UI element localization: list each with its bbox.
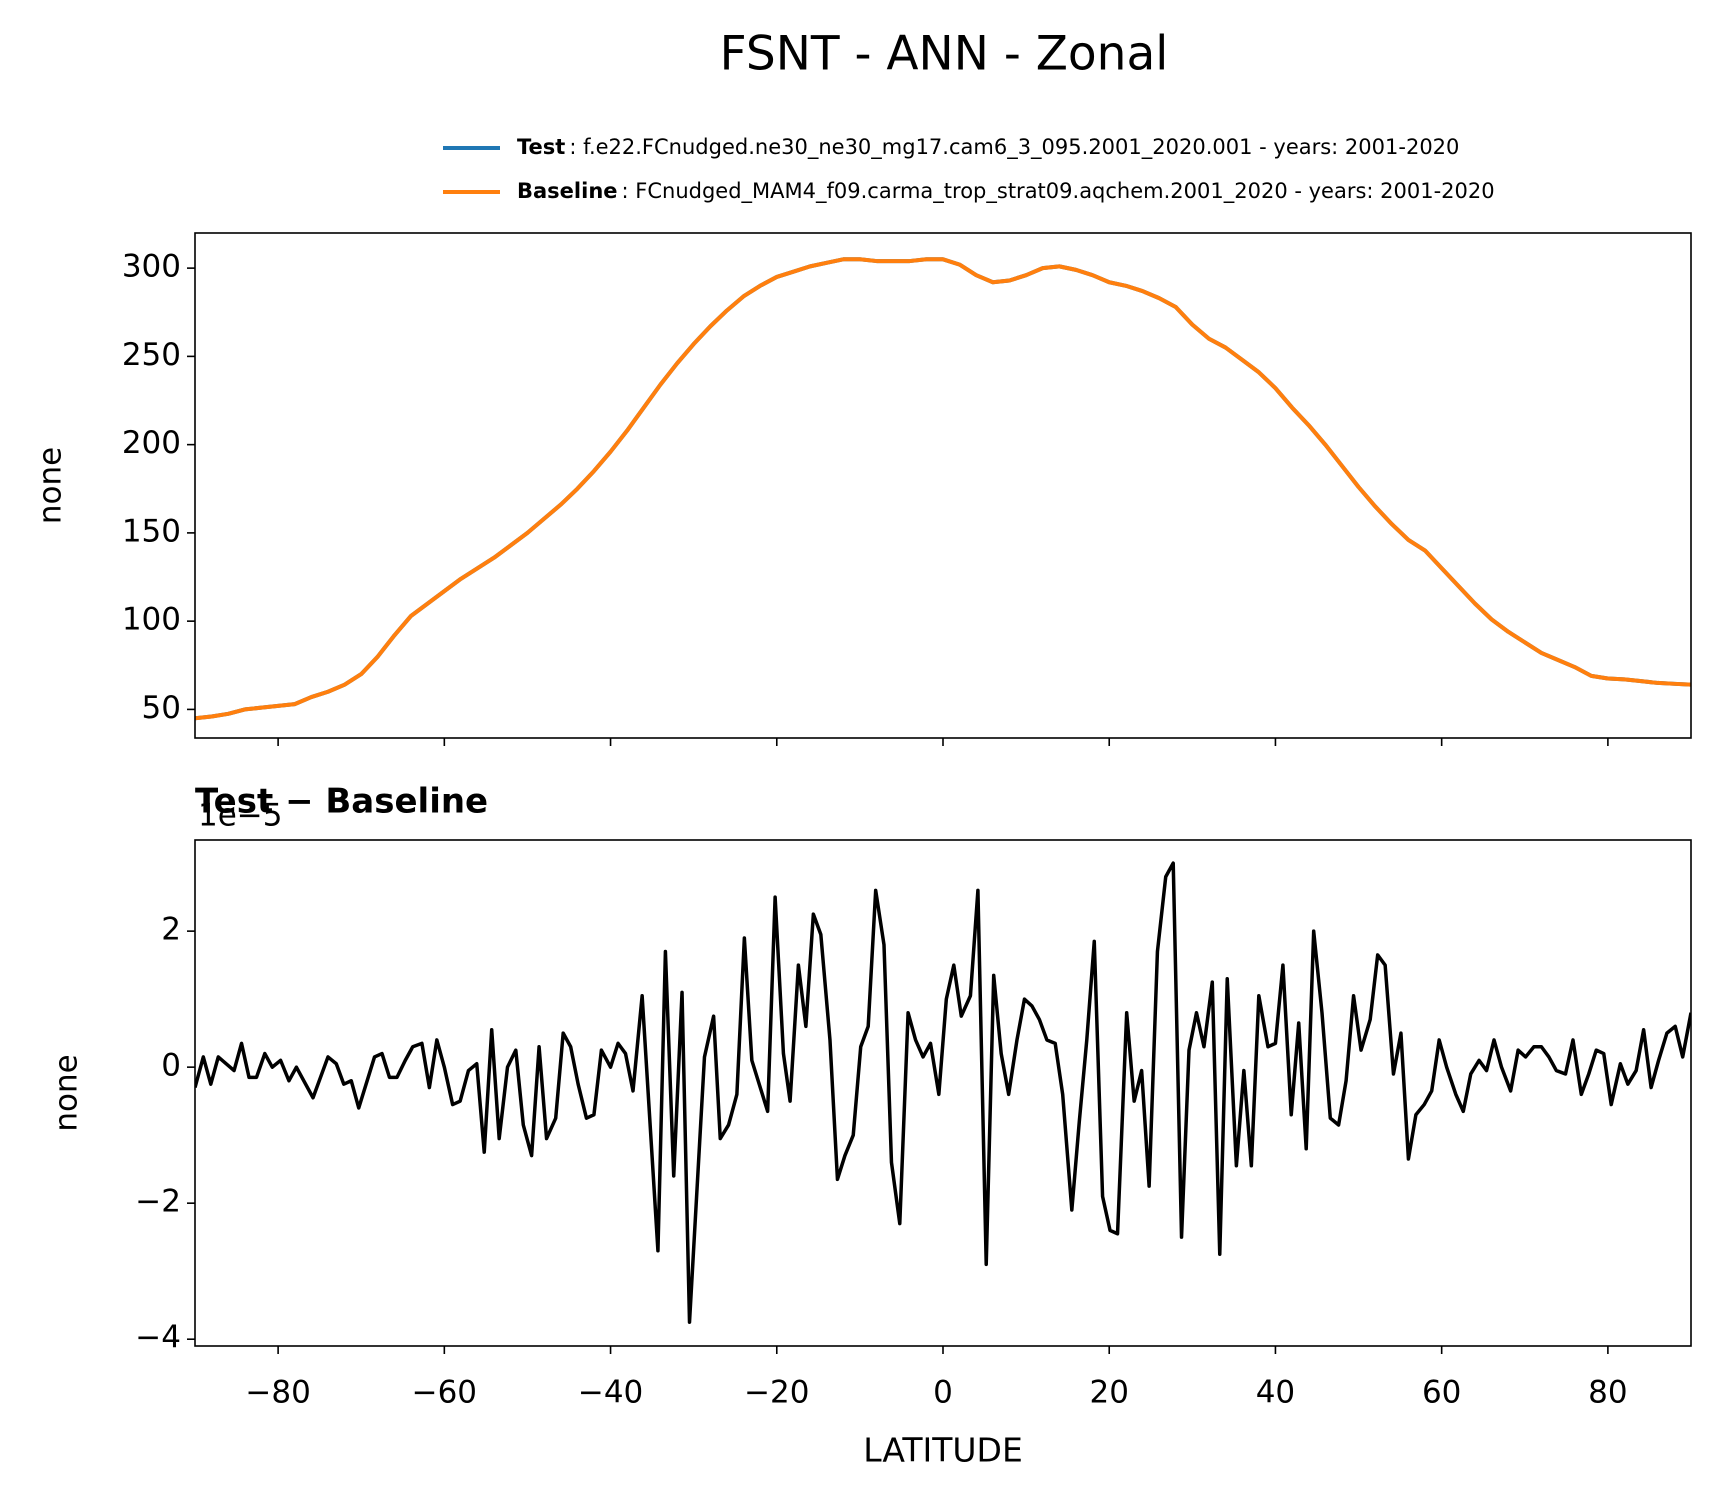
axes-frame bbox=[194, 839, 1692, 1347]
y-tick-label: 200 bbox=[122, 425, 181, 461]
offset-label: 1e−5 bbox=[198, 798, 283, 834]
series-line bbox=[195, 861, 1691, 1324]
series-line bbox=[195, 257, 1691, 721]
legend-name: Test bbox=[517, 135, 565, 159]
y-tick-label: 250 bbox=[122, 337, 181, 373]
y-tick-label: −2 bbox=[135, 1184, 181, 1220]
x-axis-label: LATITUDE bbox=[863, 1431, 1023, 1470]
y-tick-label: 300 bbox=[122, 249, 181, 285]
x-tick-label: 80 bbox=[1588, 1375, 1627, 1411]
legend-entry: Baseline: FCnudged_MAM4_f09.carma_trop_s… bbox=[517, 179, 1495, 204]
figure-title: FSNT - ANN - Zonal bbox=[720, 27, 1169, 82]
legend-entry: Test: f.e22.FCnudged.ne30_ne30_mg17.cam6… bbox=[517, 135, 1459, 160]
x-tick-label: 40 bbox=[1256, 1375, 1295, 1411]
y-tick-label: 150 bbox=[122, 513, 181, 549]
series-line bbox=[195, 257, 1691, 721]
y-tick-label: 100 bbox=[122, 602, 181, 638]
legend-description: : FCnudged_MAM4_f09.carma_trop_strat09.a… bbox=[622, 179, 1495, 204]
x-tick-label: −40 bbox=[578, 1375, 643, 1411]
x-tick-label: −20 bbox=[744, 1375, 809, 1411]
y-tick-label: 2 bbox=[161, 912, 181, 948]
axes-title: Test − Baseline bbox=[195, 782, 488, 822]
y-tick-label: 0 bbox=[161, 1048, 181, 1084]
y-axis-label: none bbox=[33, 447, 69, 524]
x-tick-label: 60 bbox=[1422, 1375, 1461, 1411]
x-tick-label: 0 bbox=[933, 1375, 953, 1411]
y-tick-label: 50 bbox=[142, 690, 181, 726]
y-axis-label: none bbox=[49, 1054, 85, 1131]
x-tick-label: −80 bbox=[245, 1375, 310, 1411]
y-tick-label: −4 bbox=[135, 1320, 181, 1356]
legend-description: : f.e22.FCnudged.ne30_ne30_mg17.cam6_3_0… bbox=[569, 135, 1459, 160]
x-tick-label: −60 bbox=[412, 1375, 477, 1411]
x-tick-label: 20 bbox=[1089, 1375, 1128, 1411]
axes-frame bbox=[194, 232, 1692, 739]
legend-name: Baseline bbox=[517, 179, 618, 203]
